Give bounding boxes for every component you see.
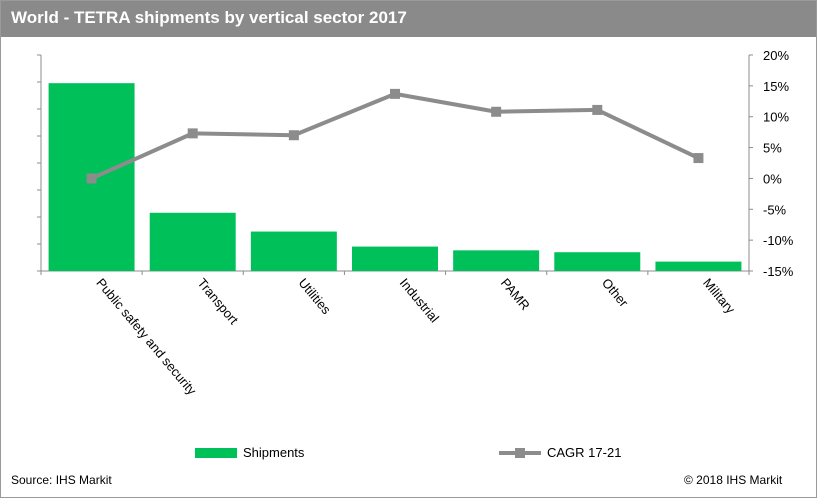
right-axis-tick-label: 5%	[763, 141, 782, 156]
cagr-point-other	[592, 104, 603, 115]
x-axis-category-label: Public safety and security	[93, 275, 200, 398]
bar-other	[554, 252, 641, 271]
cagr-point-industrial	[390, 88, 400, 99]
legend-swatch-shipments	[195, 447, 237, 458]
chart-plot: 20% 15% 10% 5% 0% -5% -10% -15% Public safety an…	[37, 48, 794, 398]
x-axis-category-label: Other	[599, 275, 632, 310]
legend-label-cagr: CAGR 17-21	[547, 445, 622, 460]
x-axis-category-label: Military	[700, 275, 738, 317]
bar-pamr	[453, 250, 540, 271]
legend-swatch-cagr	[499, 447, 541, 458]
x-axis-category-label: PAMR	[498, 275, 533, 313]
cagr-point-military	[693, 153, 704, 164]
x-axis-category-label: Utilities	[296, 275, 335, 317]
right-axis-tick-label: -5%	[763, 202, 787, 217]
legend-item-cagr: CAGR 17-21	[499, 445, 621, 460]
bar-industrial	[352, 246, 438, 271]
right-axis-tick-label: -15%	[763, 264, 794, 279]
right-axis-tick-label: -10%	[763, 233, 794, 248]
right-axis-tick-label: 20%	[763, 48, 789, 63]
right-axis-tick-label: 15%	[763, 79, 789, 94]
cagr-point-utilities	[288, 130, 299, 141]
cagr-line	[90, 91, 700, 181]
bar-transport	[149, 212, 236, 271]
copyright-note: © 2018 IHS Markit	[684, 473, 783, 487]
cagr-point-transport	[187, 128, 198, 139]
legend-item-shipments: Shipments	[195, 445, 304, 460]
x-axis-category-label: Industrial	[397, 275, 442, 325]
cagr-point-public-safety-and-security	[86, 173, 97, 184]
bar-military	[655, 261, 742, 271]
chart-title: World - TETRA shipments by vertical sect…	[11, 8, 407, 27]
x-axis-category-label: Transport	[194, 275, 241, 327]
right-axis-tick-label: 0%	[763, 171, 782, 186]
title-bar: World - TETRA shipments by vertical sect…	[1, 1, 816, 37]
legend-label-shipments: Shipments	[243, 445, 305, 460]
cagr-point-pamr	[491, 106, 502, 117]
right-axis-tick-label: 10%	[763, 110, 789, 125]
source-note: Source: IHS Markit	[11, 473, 112, 487]
bar-utilities	[250, 231, 337, 271]
